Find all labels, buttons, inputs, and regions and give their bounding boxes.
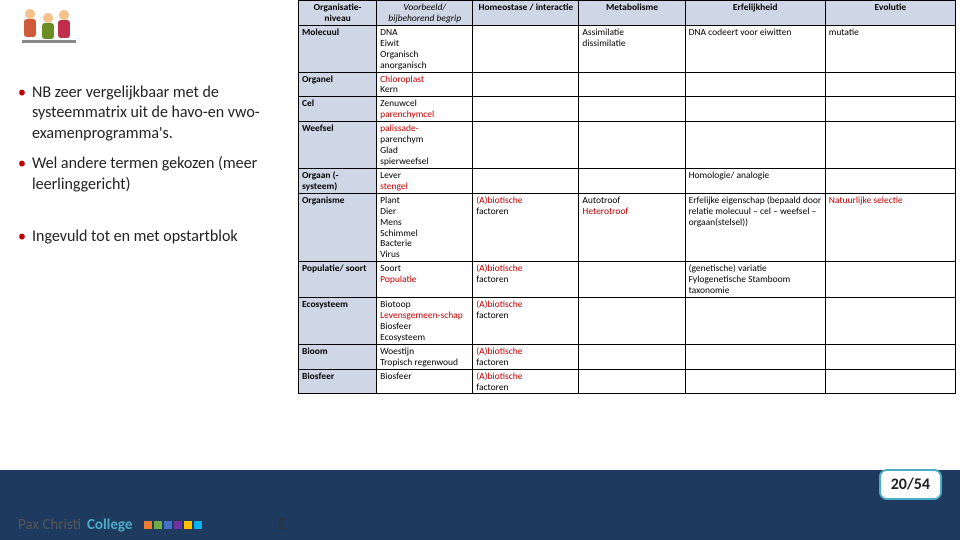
col-header: Voorbeeld/ bijbehorend begrip — [377, 1, 473, 26]
system-matrix-table: Organisatie-niveau Voorbeeld/ bijbehoren… — [298, 0, 956, 394]
table-row: Molecuul DNA Eiwit Organisch anorganisch… — [299, 25, 956, 72]
cell: Zenuwcelparenchymcel — [377, 97, 473, 122]
bullet-list: NB zeer vergelijkbaar met de systeemmatr… — [18, 83, 278, 195]
cell: (A)biotischefactoren — [473, 369, 579, 394]
logo: Pax Christi College — [18, 516, 202, 534]
bullet-2: Wel andere termen gekozen (meer leerling… — [18, 154, 278, 195]
cell: mutatie — [825, 25, 955, 72]
cell: (A)biotischefactoren — [473, 344, 579, 369]
cell: (genetische) variatie Fylogenetische Sta… — [685, 262, 825, 298]
cell: Plant Dier Mens Schimmel Bacterie Virus — [377, 193, 473, 262]
cell: Assimilatie dissimilatie — [579, 25, 685, 72]
table-row: Cel Zenuwcelparenchymcel — [299, 97, 956, 122]
table-row: Organisme Plant Dier Mens Schimmel Bacte… — [299, 193, 956, 262]
cell: SoortPopulatie — [377, 262, 473, 298]
col-header: Erfelijkheid — [685, 1, 825, 26]
row-label: Organel — [299, 72, 377, 97]
table-row: Weefsel palissade-parenchym Glad spierwe… — [299, 122, 956, 169]
logo-college: College — [87, 516, 132, 534]
col-header: Metabolisme — [579, 1, 685, 26]
cell: (A)biotischefactoren — [473, 193, 579, 262]
row-label: Populatie/ soort — [299, 262, 377, 298]
bullet-1: NB zeer vergelijkbaar met de systeemmatr… — [18, 83, 278, 144]
row-label: Weefsel — [299, 122, 377, 169]
cell: palissade-parenchym Glad spierweefsel — [377, 122, 473, 169]
table-row: Organel ChloroplastKern — [299, 72, 956, 97]
cell: Leverstengel — [377, 168, 473, 193]
table-header-row: Organisatie-niveau Voorbeeld/ bijbehoren… — [299, 1, 956, 26]
table-row: Ecosysteem BiotoopLevensgemeen-schapBios… — [299, 298, 956, 345]
row-label: Biosfeer — [299, 369, 377, 394]
cell: Biosfeer — [377, 369, 473, 394]
bullet-3: Ingevuld tot en met opstartblok — [18, 227, 278, 247]
logo-squares-icon — [144, 521, 202, 529]
cell: Homologie/ analogie — [685, 168, 825, 193]
cell: Erfelijke eigenschap (bepaald door relat… — [685, 193, 825, 262]
row-label: Molecuul — [299, 25, 377, 72]
cell: DNA Eiwit Organisch anorganisch — [377, 25, 473, 72]
page-number-badge: 20/54 — [879, 469, 942, 500]
cell: (A)biotischefactoren — [473, 298, 579, 345]
cell: BiotoopLevensgemeen-schapBiosfeer Ecosys… — [377, 298, 473, 345]
cell: Woestijn Tropisch regenwoud — [377, 344, 473, 369]
footer-letter: E — [278, 515, 286, 534]
cell: (A)biotischefactoren — [473, 262, 579, 298]
cell: DNA codeert voor eiwitten — [685, 25, 825, 72]
table-row: Orgaan (-systeem) Leverstengel Homologie… — [299, 168, 956, 193]
people-graphic — [18, 4, 82, 54]
row-label: Ecosysteem — [299, 298, 377, 345]
col-header: Organisatie-niveau — [299, 1, 377, 26]
row-label: Organisme — [299, 193, 377, 262]
col-header: Homeostase / interactie — [473, 1, 579, 26]
table-row: Biosfeer Biosfeer (A)biotischefactoren — [299, 369, 956, 394]
row-label: Orgaan (-systeem) — [299, 168, 377, 193]
cell: ChloroplastKern — [377, 72, 473, 97]
row-label: Bioom — [299, 344, 377, 369]
cell: AutotroofHeterotroof — [579, 193, 685, 262]
table-row: Bioom Woestijn Tropisch regenwoud (A)bio… — [299, 344, 956, 369]
table-row: Populatie/ soort SoortPopulatie (A)bioti… — [299, 262, 956, 298]
cell: Natuurlijke selectie — [825, 193, 955, 262]
bullet-list-2: Ingevuld tot en met opstartblok — [18, 227, 278, 247]
col-header: Evolutie — [825, 1, 955, 26]
row-label: Cel — [299, 97, 377, 122]
logo-pax: Pax Christi — [18, 516, 81, 534]
